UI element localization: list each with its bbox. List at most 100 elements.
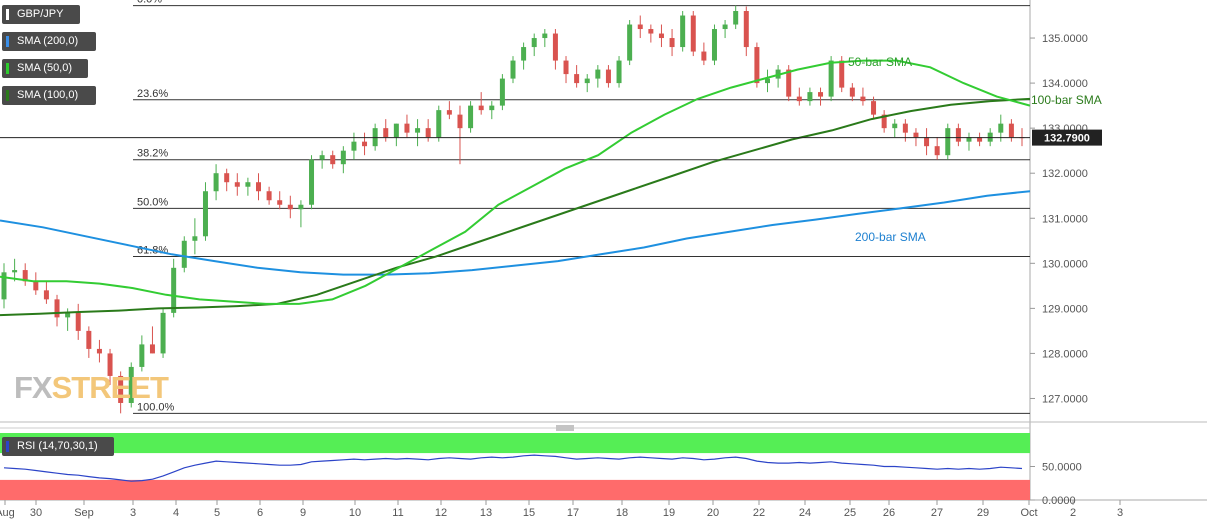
candle-body	[446, 110, 452, 115]
candle-body	[425, 128, 431, 138]
time-tick-label: 22	[753, 507, 765, 519]
candle-body	[765, 78, 770, 84]
candle-body	[902, 123, 908, 133]
rsi-oversold-zone	[0, 479, 1030, 500]
time-tick-label: 19	[663, 507, 675, 519]
candle-body	[33, 281, 39, 291]
legend-label: SMA (100,0)	[17, 89, 79, 101]
sma200-line	[0, 190, 1031, 276]
price-tick-label: 129.0000	[1042, 303, 1088, 315]
candle-body	[192, 236, 198, 241]
candle-body	[468, 105, 474, 129]
time-tick-label: 30	[30, 507, 42, 519]
price-tick-label: 130.0000	[1042, 258, 1088, 270]
candle-body	[680, 15, 686, 48]
legend-swatch	[6, 63, 9, 74]
candle-body	[149, 344, 155, 354]
time-tick-label: Aug	[0, 507, 15, 519]
time-tick-label: 5	[214, 507, 220, 519]
time-tick-label: 2	[1070, 507, 1076, 519]
candle-body	[22, 270, 28, 282]
legend-sma100[interactable]: SMA (100,0)	[2, 86, 96, 105]
time-tick-label: 3	[1117, 507, 1123, 519]
candle-body	[860, 96, 866, 102]
fib-level-label: 100.0%	[137, 401, 175, 413]
sma-annotation: 50-bar SMA	[848, 55, 912, 69]
candle-body	[128, 366, 134, 403]
candle-body	[786, 69, 792, 97]
candle-body	[65, 312, 71, 318]
candle-body	[807, 92, 813, 102]
time-tick-label: Sep	[74, 507, 94, 519]
legend-swatch	[6, 441, 9, 452]
candle-body	[181, 240, 187, 268]
time-tick-label: 27	[931, 507, 943, 519]
candle-body	[213, 173, 219, 192]
sma-annotation: 100-bar SMA	[1031, 93, 1102, 107]
candle-body	[393, 123, 399, 138]
candle-body	[436, 110, 442, 138]
time-tick-label: 26	[883, 507, 895, 519]
time-tick-label: 10	[349, 507, 361, 519]
candle-body	[669, 38, 675, 48]
fxstreet-logo: FXSTREET	[14, 370, 169, 405]
candle-body	[934, 146, 940, 156]
candle-body	[754, 47, 760, 84]
candle-body	[277, 200, 283, 205]
time-tick-label: 11	[392, 507, 403, 519]
candle-body	[605, 69, 611, 84]
candle-body	[849, 87, 855, 97]
candle-body	[234, 182, 240, 187]
candle-body	[828, 60, 834, 97]
rsi-tick-label: 50.0000	[1042, 462, 1082, 474]
price-tick-label: 134.0000	[1042, 78, 1088, 90]
candle-body	[552, 33, 558, 61]
candle-body	[171, 267, 177, 313]
time-tick-label: 15	[523, 507, 535, 519]
legend-label: GBP/JPY	[17, 8, 64, 20]
time-tick-label: 24	[799, 507, 811, 519]
candle-body	[499, 78, 505, 106]
fib-level-label: 0.0%	[137, 0, 162, 6]
fib-level-label: 23.6%	[137, 88, 168, 100]
candle-body	[86, 330, 92, 349]
sma-annotation: 200-bar SMA	[855, 230, 926, 244]
candle-body	[733, 11, 739, 25]
price-tick-label: 128.0000	[1042, 348, 1088, 360]
time-tick-label: 9	[300, 507, 306, 519]
candle-body	[955, 128, 961, 142]
candle-body	[892, 123, 898, 129]
candle-body	[648, 29, 654, 34]
candle-body	[871, 101, 877, 115]
price-tick-label: 132.0000	[1042, 168, 1088, 180]
legend-swatch	[6, 36, 9, 47]
candle-body	[584, 78, 590, 84]
candle-body	[75, 312, 81, 331]
candle-body	[118, 375, 124, 403]
candle-body	[881, 114, 887, 129]
time-tick-label: 20	[707, 507, 719, 519]
legend-swatch	[6, 90, 9, 101]
candle-body	[351, 141, 357, 151]
legend-label: RSI (14,70,30,1)	[17, 440, 98, 452]
legend-gbpjpy[interactable]: GBP/JPY	[2, 5, 80, 24]
candle-body	[542, 33, 548, 39]
candle-body	[245, 182, 251, 187]
candle-body	[998, 123, 1004, 133]
candle-body	[489, 105, 495, 111]
rsi-tick-label: 0.0000	[1042, 495, 1076, 507]
price-tick-label: 131.0000	[1042, 213, 1088, 225]
candle-body	[595, 69, 601, 79]
legend-rsi[interactable]: RSI (14,70,30,1)	[2, 437, 114, 456]
legend-sma200[interactable]: SMA (200,0)	[2, 32, 96, 51]
sma50-line	[0, 59, 1031, 305]
rsi-line	[3, 454, 1023, 482]
legend-sma50[interactable]: SMA (50,0)	[2, 59, 88, 78]
candle-body	[658, 33, 664, 39]
candle-body	[457, 114, 463, 129]
time-tick-label: 6	[257, 507, 263, 519]
candle-body	[924, 137, 930, 147]
sma100-line	[0, 97, 1031, 317]
legend-label: SMA (200,0)	[17, 35, 79, 47]
